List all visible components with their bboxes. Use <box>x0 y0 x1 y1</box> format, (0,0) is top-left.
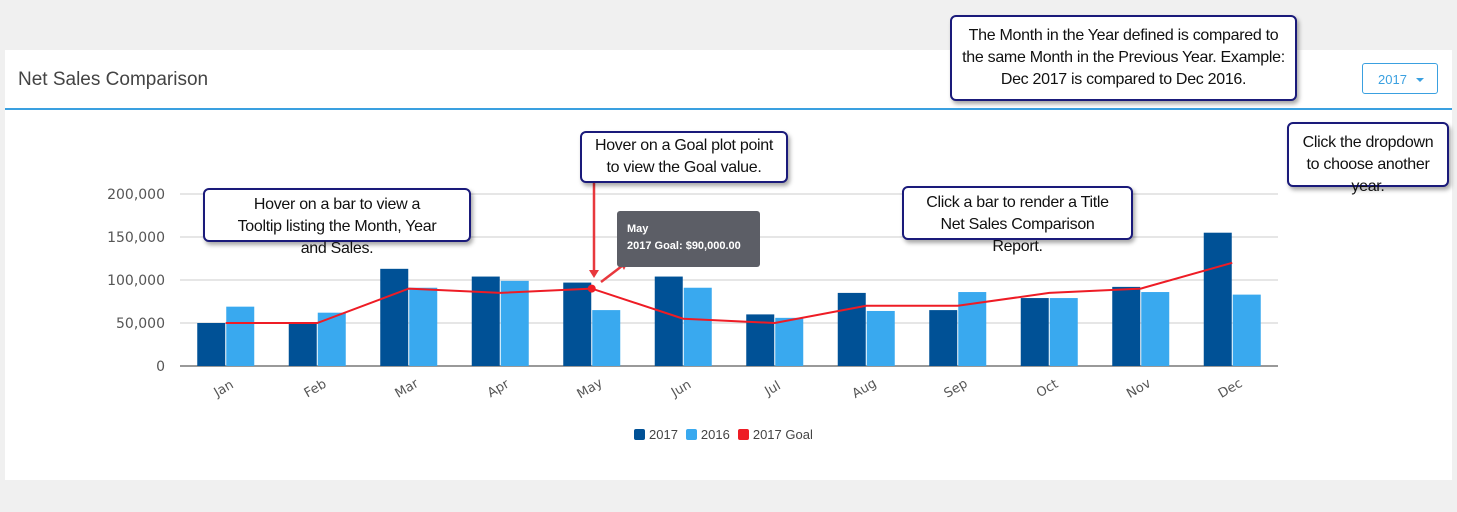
arrow-head-icon <box>589 270 599 278</box>
legend-item-2016[interactable]: 2016 <box>685 427 730 442</box>
callout-click-note: Click a bar to render a Title Net Sales … <box>902 186 1133 255</box>
bar-2017-Jun[interactable] <box>654 276 683 366</box>
y-tick-label: 50,000 <box>116 316 165 332</box>
caret-down-icon <box>1416 78 1424 82</box>
x-tick-label: Aug <box>850 376 879 402</box>
tooltip-value: 2017 Goal: $90,000.00 <box>627 240 741 252</box>
bar-2016-Apr[interactable] <box>500 280 529 366</box>
page-title: Net Sales Comparison <box>18 69 209 90</box>
x-tick-label: Jun <box>668 377 694 401</box>
bar-2016-May[interactable] <box>592 310 621 366</box>
callout-dropdown-note: Click the dropdown to choose another yea… <box>1287 122 1449 195</box>
tooltip-title: May <box>627 223 649 235</box>
bar-2016-Mar[interactable] <box>409 287 438 366</box>
bar-2017-Sep[interactable] <box>929 310 958 366</box>
y-tick-label: 150,000 <box>107 230 165 246</box>
callout-year-note: The Month in the Year defined is compare… <box>950 15 1297 101</box>
x-tick-label: Mar <box>393 376 422 402</box>
bar-2016-Dec[interactable] <box>1232 294 1261 366</box>
bar-2016-Nov[interactable] <box>1141 292 1170 366</box>
header-divider <box>5 108 1452 110</box>
bar-2016-Jan[interactable] <box>226 306 255 366</box>
x-tick-label: Sep <box>942 376 971 401</box>
goal-tooltip: May 2017 Goal: $90,000.00 <box>617 211 760 267</box>
bar-2016-Jul[interactable] <box>775 317 804 366</box>
bar-2016-Oct[interactable] <box>1049 298 1078 366</box>
y-tick-label: 200,000 <box>107 187 165 203</box>
x-tick-label: Jan <box>211 377 237 401</box>
x-tick-label: Apr <box>485 377 513 402</box>
bar-2017-Aug[interactable] <box>837 292 866 366</box>
y-tick-label: 100,000 <box>107 273 165 289</box>
callout-goal-note: Hover on a Goal plot point to view the G… <box>580 131 788 183</box>
goal-point[interactable] <box>587 284 596 293</box>
bar-2017-Dec[interactable] <box>1203 232 1232 366</box>
bar-2017-Feb[interactable] <box>288 322 317 366</box>
x-tick-label: Feb <box>302 377 329 402</box>
legend-item-2017[interactable]: 2017 <box>634 427 678 442</box>
year-dropdown[interactable]: 2017 <box>1362 63 1438 94</box>
x-tick-label: Nov <box>1124 376 1154 402</box>
bar-2017-May[interactable] <box>563 282 592 366</box>
bar-2017-Jan[interactable] <box>197 323 226 366</box>
legend-item-goal[interactable]: 2017 Goal <box>737 427 813 442</box>
x-tick-label: May <box>575 376 606 403</box>
bar-2017-Oct[interactable] <box>1020 298 1049 366</box>
bar-2017-Apr[interactable] <box>471 276 500 366</box>
bar-2016-Jun[interactable] <box>683 287 712 366</box>
x-tick-label: Jul <box>762 379 784 400</box>
arrow-line <box>600 265 623 283</box>
year-dropdown-value: 2017 <box>1378 72 1407 87</box>
bar-2017-Nov[interactable] <box>1112 286 1141 366</box>
x-tick-label: Oct <box>1034 377 1061 401</box>
callout-bar-note: Hover on a bar to view a Tooltip listing… <box>203 188 471 257</box>
bar-2016-Aug[interactable] <box>866 310 895 366</box>
goal-line <box>225 261 1233 325</box>
y-tick-label: 0 <box>156 359 165 375</box>
x-tick-label: Dec <box>1216 376 1245 402</box>
bar-2017-Mar[interactable] <box>380 268 409 366</box>
chart-legend: 2017 2016 2017 Goal <box>634 427 813 442</box>
